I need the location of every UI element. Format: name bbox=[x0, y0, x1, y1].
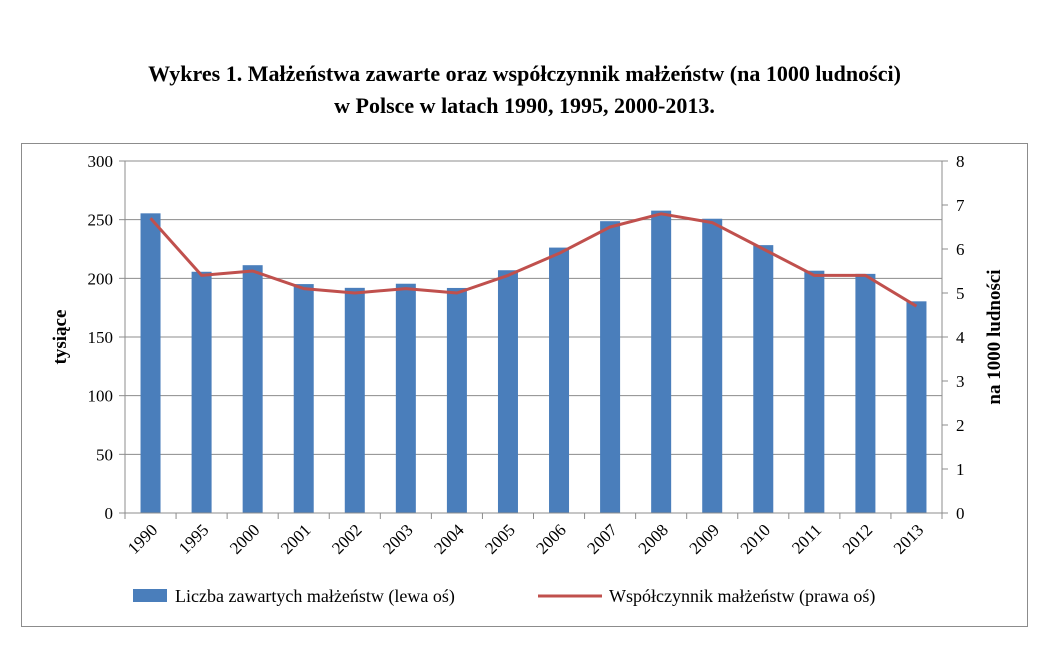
right-tick-label: 7 bbox=[956, 196, 965, 215]
legend-bar-label: Liczba zawartych małżeństw (lewa oś) bbox=[175, 586, 455, 607]
series-line bbox=[149, 212, 918, 308]
bar bbox=[651, 210, 672, 513]
right-tick-label: 4 bbox=[956, 328, 965, 347]
left-tick-label: 0 bbox=[105, 504, 114, 523]
bar bbox=[855, 273, 876, 513]
x-axis-ticks: 1990 1995 2000 2001 2002 2003 2004 2005 2006 2007… bbox=[124, 520, 927, 558]
x-tick-label: 1990 bbox=[124, 520, 161, 557]
right-tick-label: 6 bbox=[956, 240, 965, 259]
bar bbox=[497, 270, 518, 513]
x-tick-label: 2009 bbox=[686, 520, 723, 557]
chart-title-line-1: Wykres 1. Małżeństwa zawarte oraz współc… bbox=[148, 61, 901, 86]
left-tick-label: 100 bbox=[88, 387, 114, 406]
right-tick-label: 0 bbox=[956, 504, 965, 523]
right-tick-label: 2 bbox=[956, 416, 965, 435]
right-axis-ticks: 0 1 2 3 4 5 6 7 8 bbox=[956, 152, 965, 523]
x-tick-label: 2005 bbox=[481, 520, 518, 557]
left-tick-label: 200 bbox=[88, 269, 114, 288]
bar bbox=[140, 213, 161, 513]
x-tick-label: 2011 bbox=[788, 520, 825, 557]
bar bbox=[600, 221, 621, 513]
x-tick-label: 2002 bbox=[328, 520, 365, 557]
right-axis-label: na 1000 ludności bbox=[984, 269, 1005, 404]
chart-title: Wykres 1. Małżeństwa zawarte oraz współc… bbox=[0, 58, 1049, 122]
left-tick-label: 300 bbox=[88, 152, 114, 171]
bar bbox=[446, 287, 467, 513]
right-tick-label: 8 bbox=[956, 152, 965, 171]
left-axis-label: tysiące bbox=[50, 310, 71, 365]
x-tick-label: 2006 bbox=[532, 520, 569, 557]
bar bbox=[702, 218, 723, 513]
x-tick-label: 2010 bbox=[737, 520, 774, 557]
chart-frame bbox=[21, 143, 1028, 627]
bar bbox=[191, 271, 212, 513]
right-tick-label: 3 bbox=[956, 372, 965, 391]
bar bbox=[293, 284, 314, 513]
bar bbox=[804, 270, 825, 513]
bar-series bbox=[140, 210, 927, 514]
right-tick-label: 5 bbox=[956, 284, 965, 303]
right-tick-label: 1 bbox=[956, 460, 965, 479]
bar bbox=[549, 247, 570, 514]
legend-line-label: Współczynnik małżeństw (prawa oś) bbox=[609, 586, 875, 607]
x-tick-label: 2000 bbox=[226, 520, 263, 557]
bar bbox=[906, 301, 927, 513]
bar bbox=[242, 265, 263, 513]
bar bbox=[395, 283, 416, 513]
bar bbox=[344, 287, 365, 513]
x-tick-label: 2013 bbox=[890, 520, 927, 557]
x-tick-label: 1995 bbox=[175, 520, 212, 557]
left-axis-ticks: 0 50 100 150 200 250 300 bbox=[88, 152, 114, 523]
chart-title-line-2: w Polsce w latach 1990, 1995, 2000-2013. bbox=[334, 93, 715, 118]
legend-bar-swatch bbox=[133, 589, 167, 602]
left-tick-label: 150 bbox=[88, 328, 114, 347]
line-series bbox=[149, 212, 918, 308]
x-tick-label: 2007 bbox=[583, 520, 621, 558]
x-tick-label: 2004 bbox=[430, 520, 468, 558]
x-tick-label: 2008 bbox=[635, 520, 672, 557]
left-tick-label: 250 bbox=[88, 211, 114, 230]
left-tick-label: 50 bbox=[96, 445, 113, 464]
x-tick-label: 2003 bbox=[379, 520, 416, 557]
bar bbox=[753, 245, 774, 514]
axes bbox=[119, 160, 948, 519]
legend: Liczba zawartych małżeństw (lewa oś) Wspó… bbox=[133, 586, 875, 607]
x-tick-label: 2012 bbox=[839, 520, 876, 557]
x-tick-label: 2001 bbox=[277, 520, 314, 557]
